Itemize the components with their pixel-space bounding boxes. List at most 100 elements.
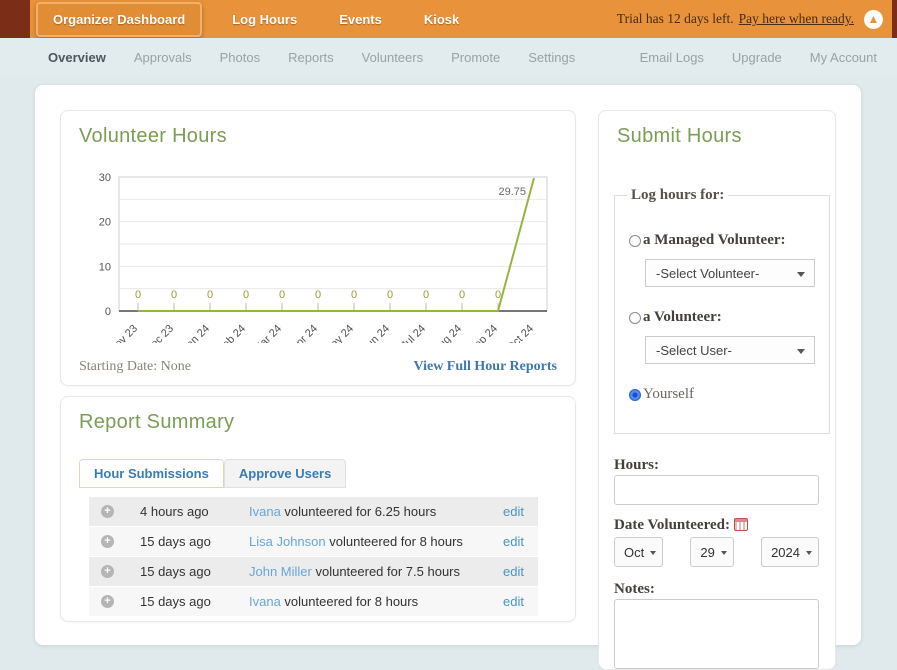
up-arrow-icon[interactable]: ▲ bbox=[864, 9, 883, 29]
expand-plus-icon[interactable]: + bbox=[101, 595, 114, 608]
hours-input[interactable] bbox=[614, 475, 819, 505]
primary-nav: Organizer Dashboard Log Hours Events Kio… bbox=[36, 0, 501, 38]
report-summary-title: Report Summary bbox=[79, 411, 235, 433]
pay-here-link[interactable]: Pay here when ready. bbox=[738, 11, 854, 26]
chevron-down-icon bbox=[806, 551, 812, 555]
month-select[interactable]: Oct bbox=[614, 537, 664, 567]
svg-text:Apr 24: Apr 24 bbox=[289, 323, 320, 343]
log-hours-for-fieldset: Log hours for: a Managed Volunteer: -Sel… bbox=[614, 187, 830, 434]
date-volunteered-text: Date Volunteered: bbox=[614, 517, 730, 533]
hour-submissions-table: + 4 hours ago Ivana volunteered for 6.25… bbox=[89, 497, 538, 617]
table-row: + 4 hours ago Ivana volunteered for 6.25… bbox=[89, 497, 538, 527]
volunteer-name-link[interactable]: Ivana bbox=[249, 504, 281, 519]
select-volunteer-value: -Select Volunteer- bbox=[656, 265, 760, 281]
volunteer-name-link[interactable]: Ivana bbox=[249, 594, 281, 609]
volunteer-label: a Volunteer: bbox=[643, 309, 722, 325]
submission-text: volunteered for 6.25 hours bbox=[280, 504, 437, 519]
tab-approvals[interactable]: Approvals bbox=[133, 49, 192, 65]
starting-date-label: Starting Date: None bbox=[79, 359, 191, 374]
tab-volunteers[interactable]: Volunteers bbox=[361, 49, 424, 65]
svg-text:0: 0 bbox=[207, 289, 213, 301]
window-edge-left bbox=[0, 0, 30, 38]
radio-yourself[interactable] bbox=[629, 389, 641, 401]
submission-text: volunteered for 8 hours bbox=[325, 534, 463, 549]
chevron-down-icon bbox=[720, 551, 727, 555]
radio-volunteer[interactable] bbox=[629, 312, 641, 324]
tab-settings[interactable]: Settings bbox=[528, 49, 576, 65]
svg-text:Feb 24: Feb 24 bbox=[215, 323, 248, 343]
submission-description: Lisa Johnson volunteered for 8 hours bbox=[249, 534, 503, 549]
expand-plus-icon[interactable]: + bbox=[101, 505, 114, 518]
svg-text:Dec 23: Dec 23 bbox=[143, 323, 176, 343]
expand-plus-icon[interactable]: + bbox=[101, 535, 114, 548]
tab-overview[interactable]: Overview bbox=[48, 49, 106, 65]
svg-text:Oct 24: Oct 24 bbox=[505, 323, 536, 343]
chevron-down-icon bbox=[650, 551, 657, 555]
nav-kiosk[interactable]: Kiosk bbox=[423, 11, 460, 27]
volunteer-name-link[interactable]: John Miller bbox=[249, 564, 312, 579]
nav-log-hours[interactable]: Log Hours bbox=[232, 11, 298, 27]
day-value: 29 bbox=[700, 544, 715, 560]
report-summary-tabs: Hour Submissions Approve Users bbox=[79, 459, 347, 488]
svg-text:Jan 24: Jan 24 bbox=[180, 323, 212, 343]
edit-link[interactable]: edit bbox=[503, 564, 524, 579]
notes-label: Notes: bbox=[614, 581, 655, 597]
expand-plus-icon[interactable]: + bbox=[101, 565, 114, 578]
year-select[interactable]: 2024 bbox=[761, 537, 819, 567]
table-row: + 15 days ago John Miller volunteered fo… bbox=[89, 557, 538, 587]
svg-text:Jun 24: Jun 24 bbox=[360, 323, 392, 343]
select-user-value: -Select User- bbox=[656, 342, 732, 358]
month-value: Oct bbox=[624, 544, 645, 560]
svg-text:Mar 24: Mar 24 bbox=[251, 323, 284, 343]
edit-link[interactable]: edit bbox=[503, 504, 524, 519]
trial-banner: Trial has 12 days left. Pay here when re… bbox=[617, 0, 883, 38]
main-content-card: Volunteer Hours 0 10 20 30 0 Nov 23 0 Dec 23 0 Ja… bbox=[35, 85, 861, 670]
submission-description: Ivana volunteered for 6.25 hours bbox=[249, 504, 503, 519]
submit-hours-title: Submit Hours bbox=[617, 125, 742, 147]
svg-text:30: 30 bbox=[99, 172, 111, 184]
tab-photos[interactable]: Photos bbox=[219, 49, 261, 65]
tab-email-logs[interactable]: Email Logs bbox=[639, 49, 704, 65]
tab-my-account[interactable]: My Account bbox=[809, 49, 877, 65]
svg-text:0: 0 bbox=[387, 289, 393, 301]
day-select[interactable]: 29 bbox=[690, 537, 734, 567]
volunteer-hours-chart-area: 0 10 20 30 0 Nov 23 0 Dec 23 0 Jan 24 0 Feb 24 0 Mar … bbox=[61, 157, 577, 357]
submission-text: volunteered for 7.5 hours bbox=[311, 564, 461, 579]
edit-link[interactable]: edit bbox=[503, 594, 524, 609]
log-hours-for-legend: Log hours for: bbox=[631, 187, 725, 203]
view-full-hour-reports-link[interactable]: View Full Hour Reports bbox=[413, 359, 558, 374]
submission-time: 15 days ago bbox=[140, 534, 211, 549]
svg-text:29.75: 29.75 bbox=[498, 186, 526, 198]
date-volunteered-label: Date Volunteered: bbox=[614, 517, 748, 534]
yourself-label: Yourself bbox=[643, 386, 694, 402]
top-nav-bar: Organizer Dashboard Log Hours Events Kio… bbox=[0, 0, 897, 38]
svg-text:0: 0 bbox=[423, 289, 429, 301]
volunteer-hours-title: Volunteer Hours bbox=[79, 125, 227, 147]
tab-hour-submissions[interactable]: Hour Submissions bbox=[79, 459, 224, 488]
tab-reports[interactable]: Reports bbox=[288, 49, 334, 65]
select-user-dropdown[interactable]: -Select User- bbox=[645, 336, 815, 364]
svg-text:0: 0 bbox=[351, 289, 357, 301]
submission-time: 4 hours ago bbox=[140, 504, 209, 519]
volunteer-name-link[interactable]: Lisa Johnson bbox=[249, 534, 326, 549]
table-row: + 15 days ago Lisa Johnson volunteered f… bbox=[89, 527, 538, 557]
submission-description: John Miller volunteered for 7.5 hours bbox=[249, 564, 503, 579]
tab-approve-users[interactable]: Approve Users bbox=[223, 459, 347, 488]
submission-text: volunteered for 8 hours bbox=[280, 594, 419, 609]
nav-events[interactable]: Events bbox=[339, 11, 382, 27]
svg-text:May 24: May 24 bbox=[322, 323, 356, 343]
edit-link[interactable]: edit bbox=[503, 534, 524, 549]
svg-text:Sep 24: Sep 24 bbox=[467, 323, 500, 343]
nav-organizer-dashboard[interactable]: Organizer Dashboard bbox=[36, 1, 203, 37]
svg-text:0: 0 bbox=[279, 289, 285, 301]
table-row: + 15 days ago Ivana volunteered for 8 ho… bbox=[89, 587, 538, 617]
calendar-icon[interactable] bbox=[733, 518, 748, 531]
submission-description: Ivana volunteered for 8 hours bbox=[249, 594, 503, 609]
radio-managed-volunteer[interactable] bbox=[629, 235, 641, 247]
svg-text:Nov 23: Nov 23 bbox=[107, 323, 140, 343]
notes-textarea[interactable] bbox=[614, 599, 819, 669]
tab-promote[interactable]: Promote bbox=[451, 49, 501, 65]
svg-text:10: 10 bbox=[99, 261, 111, 273]
tab-upgrade[interactable]: Upgrade bbox=[731, 49, 782, 65]
select-volunteer-dropdown[interactable]: -Select Volunteer- bbox=[645, 259, 815, 287]
